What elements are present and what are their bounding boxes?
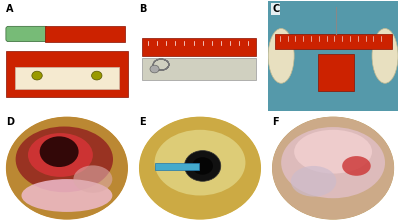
Ellipse shape	[28, 133, 93, 177]
Ellipse shape	[6, 117, 128, 220]
Circle shape	[184, 151, 221, 181]
FancyBboxPatch shape	[318, 54, 354, 91]
Ellipse shape	[372, 28, 398, 83]
Ellipse shape	[281, 127, 385, 198]
Circle shape	[192, 157, 213, 175]
Ellipse shape	[154, 130, 246, 196]
Circle shape	[6, 117, 128, 220]
Ellipse shape	[342, 156, 371, 176]
Ellipse shape	[139, 117, 261, 220]
FancyBboxPatch shape	[142, 58, 256, 80]
FancyBboxPatch shape	[275, 34, 392, 49]
Ellipse shape	[40, 136, 79, 167]
Circle shape	[92, 71, 102, 80]
FancyBboxPatch shape	[6, 26, 48, 42]
FancyBboxPatch shape	[45, 26, 125, 42]
Text: D: D	[6, 117, 14, 127]
Text: A: A	[6, 4, 13, 14]
FancyBboxPatch shape	[154, 163, 199, 170]
Ellipse shape	[268, 28, 294, 83]
Circle shape	[272, 117, 394, 220]
Ellipse shape	[22, 179, 112, 212]
Circle shape	[32, 71, 42, 80]
Ellipse shape	[291, 166, 336, 197]
Ellipse shape	[294, 130, 372, 174]
Ellipse shape	[74, 165, 112, 193]
Circle shape	[139, 117, 261, 220]
Text: B: B	[139, 4, 146, 14]
Text: C: C	[272, 4, 279, 14]
FancyBboxPatch shape	[142, 38, 256, 56]
Circle shape	[150, 65, 159, 73]
FancyBboxPatch shape	[268, 1, 398, 111]
Ellipse shape	[16, 127, 113, 192]
Text: F: F	[272, 117, 279, 127]
Text: E: E	[139, 117, 146, 127]
Ellipse shape	[272, 117, 394, 220]
FancyBboxPatch shape	[15, 67, 119, 89]
FancyBboxPatch shape	[6, 52, 128, 97]
